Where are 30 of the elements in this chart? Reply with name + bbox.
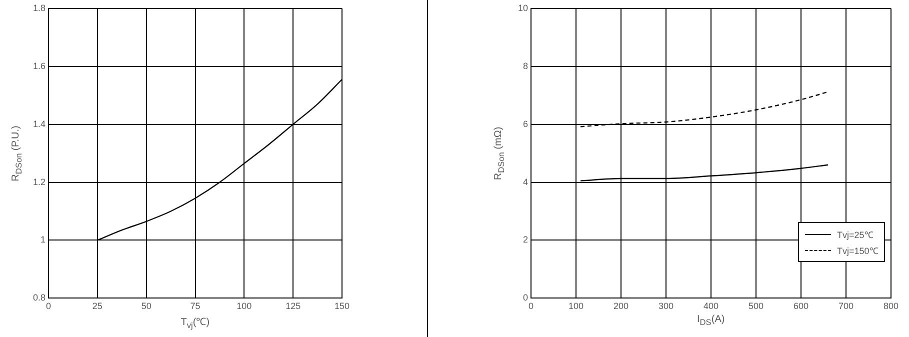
y-tick-label: 8 — [522, 60, 528, 71]
x-axis-title: I$_{DS}$(A) — [697, 314, 725, 328]
y-tick-label: 1.8 — [32, 2, 46, 13]
x-tick-label: 50 — [141, 301, 152, 312]
y-tick-label: 1 — [40, 234, 46, 245]
x-tick-label: 800 — [883, 301, 899, 312]
y-tick-label: 0 — [522, 292, 528, 303]
y-tick-label: 1.6 — [32, 60, 46, 71]
x-tick-label: 100 — [568, 301, 584, 312]
x-tick-label: 700 — [838, 301, 854, 312]
x-tick-label: 300 — [658, 301, 674, 312]
x-tick-label: 150 — [334, 301, 350, 312]
legend-label: Tvj=25℃ — [837, 228, 874, 241]
x-tick-label: 200 — [613, 301, 629, 312]
x-tick-label: 400 — [703, 301, 719, 312]
x-tick-label: 100 — [236, 301, 252, 312]
y-tick-label: 2 — [522, 234, 528, 245]
x-tick-label: 500 — [748, 301, 764, 312]
x-axis-title: T$_{vj}$(℃) — [180, 316, 210, 330]
x-tick-label: 25 — [92, 301, 102, 312]
y-tick-label: 0.8 — [32, 292, 46, 303]
y-tick-label: 1.4 — [32, 118, 46, 129]
x-tick-label: 75 — [190, 301, 200, 312]
y-tick-label: 6 — [522, 118, 528, 129]
y-tick-label: 1.2 — [32, 176, 46, 187]
x-tick-label: 125 — [286, 301, 301, 312]
x-tick-label: 600 — [793, 301, 809, 312]
y-tick-label: 4 — [522, 176, 528, 187]
legend-label: Tvj=150℃ — [837, 244, 878, 257]
y-tick-label: 10 — [518, 2, 528, 13]
